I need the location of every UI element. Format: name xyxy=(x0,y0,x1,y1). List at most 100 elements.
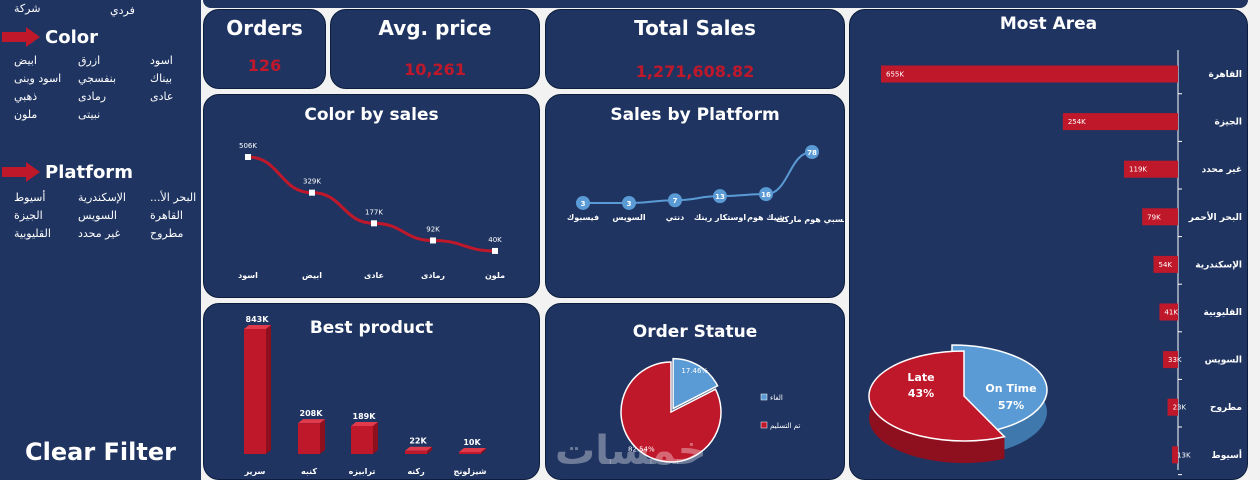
bar xyxy=(1142,208,1178,226)
bar xyxy=(1172,446,1178,464)
slicer-item[interactable]: ابيض xyxy=(14,54,37,67)
slicer-item[interactable]: مطروح xyxy=(150,227,184,240)
data-point xyxy=(371,220,377,227)
x-tick-label: ملون xyxy=(485,271,505,280)
avg-price-card: Avg. price 10,261 xyxy=(330,9,540,89)
data-label: 41K xyxy=(1164,309,1178,317)
color-slicer-title: Color xyxy=(45,27,98,48)
pie-slice xyxy=(868,350,1006,442)
data-label: 40K xyxy=(488,236,502,244)
data-label: 79K xyxy=(1147,213,1161,221)
total-sales-value: 1,271,608.82 xyxy=(635,62,755,81)
total-sales-title: Total Sales xyxy=(634,16,756,40)
data-label: 13 xyxy=(715,193,725,201)
x-tick-label: فيسبوك xyxy=(567,213,599,222)
slicer-item[interactable]: اسود وبنى xyxy=(14,72,62,85)
best-product-chart: 843K سرير 208K كنبه 189K ترابيزه 22K ركنه 10K شيز… xyxy=(244,315,487,476)
chart-title: Best product xyxy=(309,318,434,338)
y-tick-label: البحر الأحمر xyxy=(1188,211,1242,223)
slicer-item[interactable]: اسود xyxy=(150,54,173,67)
legend-label: الغاء xyxy=(770,394,783,402)
slicer-item[interactable]: أسيوط xyxy=(14,191,46,204)
sales-by-platform-panel: Sales by Platform 3 3 7 13 16 78 فيسبوك السويس د… xyxy=(545,94,845,298)
data-label: 17.46% xyxy=(681,367,708,375)
orders-title: Orders xyxy=(226,16,303,40)
slicer-item[interactable]: الإسكندرية xyxy=(78,191,126,204)
data-label: 506K xyxy=(239,142,257,150)
pie-label: On Time xyxy=(985,382,1036,395)
bar xyxy=(405,450,427,454)
orders-card: Orders 126 xyxy=(203,9,326,89)
data-label: 82.54% xyxy=(628,446,655,454)
bar-top xyxy=(244,325,271,329)
data-label: 208K xyxy=(300,409,324,418)
order-statue-panel: Order Statue 17.46% 82.54% الغاء تم التسليم xyxy=(545,303,845,480)
y-tick-label: الإسكندرية xyxy=(1195,260,1242,270)
y-tick-label: السويس xyxy=(1205,356,1242,366)
bar xyxy=(244,329,266,454)
slicer-item[interactable]: القاهرة xyxy=(150,209,183,222)
slicer-item[interactable]: القليوبية xyxy=(14,227,51,240)
y-tick-label: القليوبية xyxy=(1204,308,1242,318)
data-label: 3 xyxy=(627,200,632,208)
order-statue-chart: 17.46% 82.54% الغاء تم التسليم xyxy=(620,357,800,463)
data-label: 177K xyxy=(365,208,383,216)
data-point xyxy=(713,189,727,204)
bar-top xyxy=(459,448,486,452)
slicer-item-individual[interactable]: فردي xyxy=(110,4,135,17)
bar-side xyxy=(427,446,432,454)
data-label: 92K xyxy=(426,225,440,233)
slicer-item[interactable]: بنفسجي xyxy=(78,72,117,85)
bar xyxy=(881,65,1178,83)
chart-title: Most Area xyxy=(999,14,1098,34)
slicer-item[interactable]: عادى xyxy=(150,90,174,103)
x-tick-label: ترابيزه xyxy=(349,467,376,476)
data-label: 189K xyxy=(353,412,377,421)
avg-price-title: Avg. price xyxy=(378,16,492,40)
data-label: 54K xyxy=(1159,261,1173,269)
data-point xyxy=(492,247,498,254)
data-point xyxy=(622,195,636,210)
bar xyxy=(1062,113,1178,131)
bar-side xyxy=(266,325,271,454)
bar xyxy=(1153,255,1178,273)
slicer-item[interactable]: ازرق xyxy=(78,54,101,67)
data-label: 16 xyxy=(761,191,771,199)
series-line xyxy=(583,151,813,204)
slicer-item[interactable]: ذهبي xyxy=(14,90,38,103)
legend-swatch xyxy=(760,393,768,401)
x-tick-label: دنتي xyxy=(666,213,684,222)
pie-label: Late xyxy=(907,371,934,384)
color-by-sales-panel: Color by sales 506K اسود 329K ابيض 177K عادى 9… xyxy=(203,94,540,298)
slicer-item[interactable]: غير محدد xyxy=(78,227,121,240)
most-area-panel: Most Area 655K القاهرة 254K الجيزة 119K غير م… xyxy=(849,9,1248,480)
bar-top xyxy=(298,419,325,424)
slicer-item-company[interactable]: شركة xyxy=(14,2,41,15)
slicer-item[interactable]: رمادى xyxy=(78,90,107,103)
data-point xyxy=(805,145,819,159)
bar xyxy=(1159,303,1178,321)
x-tick-label: مسبي هوم ماركت xyxy=(776,215,845,224)
bar xyxy=(1124,160,1178,178)
data-point xyxy=(430,237,436,244)
slicer-item[interactable]: ملون xyxy=(14,108,38,121)
slicer-item[interactable]: الجيزة xyxy=(14,209,43,222)
x-tick-label: ابيض xyxy=(302,271,322,281)
data-label: 10K xyxy=(463,438,481,447)
slicer-item[interactable]: البحر الأ... xyxy=(150,191,197,204)
slicer-item[interactable]: بيناك xyxy=(150,72,173,85)
clear-filter-button[interactable]: Clear Filter xyxy=(25,438,176,466)
bar-side xyxy=(320,419,325,454)
data-label: 655K xyxy=(886,71,904,79)
x-tick-label: ركنه xyxy=(407,467,425,476)
data-label: 843K xyxy=(246,315,270,324)
slicer-item[interactable]: السويس xyxy=(78,209,117,222)
slicer-item[interactable]: نبيتى xyxy=(78,108,101,121)
total-sales-card: Total Sales 1,271,608.82 xyxy=(545,9,845,89)
bar-side xyxy=(481,448,486,454)
data-point xyxy=(576,195,590,210)
data-point xyxy=(309,189,315,196)
data-point xyxy=(245,154,251,160)
data-label: 33K xyxy=(1168,356,1182,364)
bar-top xyxy=(405,446,432,451)
